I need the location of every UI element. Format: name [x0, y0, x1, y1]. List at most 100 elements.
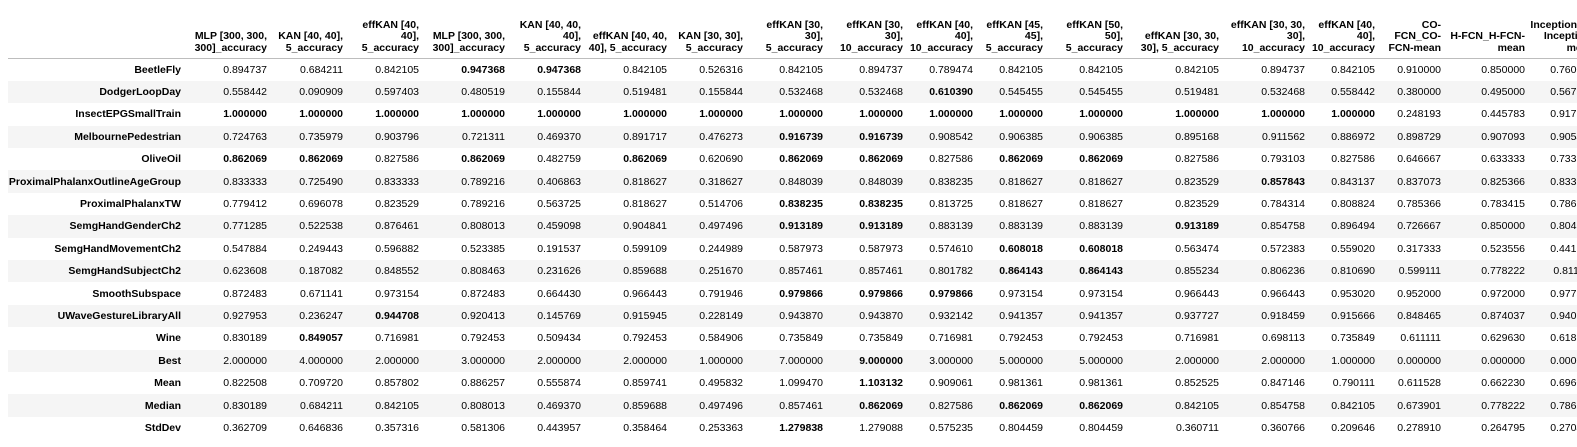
table-cell: 0.838235: [859, 198, 903, 211]
table-cell: 0.862069: [623, 153, 667, 166]
table-cell: 0.981361: [1079, 377, 1123, 390]
table-cell: 1.000000: [779, 108, 823, 121]
table-cell: 5.000000: [1079, 354, 1123, 367]
table-row: SemgHandMovementCh2 0.547884 0.249443 0.596…: [8, 238, 1577, 260]
table-cell: 0.760000: [1550, 63, 1577, 76]
table-cell: 0.623608: [223, 265, 267, 278]
table-cell: 0.822508: [223, 377, 267, 390]
table-cell: 0.804459: [1079, 421, 1123, 434]
table-cell: 0.913189: [779, 220, 823, 233]
table-cell: 0.894737: [1261, 63, 1305, 76]
row-label: InsectEPGSmallTrain: [75, 108, 181, 121]
table-cell: 0.979866: [929, 287, 973, 300]
table-cell: 0.771285: [223, 220, 267, 233]
table-cell: 0.940536: [1550, 309, 1577, 322]
table-cell: 0.792453: [461, 332, 505, 345]
table-cell: 0.862069: [779, 153, 823, 166]
table-cell: 0.913189: [859, 220, 903, 233]
table-cell: 0.966443: [1175, 287, 1219, 300]
table-cell: 0.155844: [699, 86, 743, 99]
table-cell: 0.696095: [1550, 377, 1577, 390]
table-row: InsectEPGSmallTrain 1.000000 1.000000 1.000…: [8, 103, 1577, 125]
table-cell: 0.664430: [537, 287, 581, 300]
table-cell: 0.862069: [999, 153, 1043, 166]
table-cell: 0.842105: [1331, 399, 1375, 412]
table-cell: 0.823529: [1175, 198, 1219, 211]
table-cell: 2.000000: [1261, 354, 1305, 367]
table-cell: 0.698113: [1261, 332, 1305, 345]
table-cell: 0.555874: [537, 377, 581, 390]
table-cell: 0.808824: [1331, 198, 1375, 211]
row-label: SemgHandSubjectCh2: [68, 265, 181, 278]
column-header: effKAN [50, 50], 5_accuracy: [1047, 2, 1127, 59]
table-cell: 0.545455: [1079, 86, 1123, 99]
table-cell: 0.264795: [1481, 421, 1525, 434]
table-cell: 0.864143: [1079, 265, 1123, 278]
table-cell: 1.000000: [1331, 108, 1375, 121]
table-cell: 1.000000: [223, 108, 267, 121]
table-cell: 0.842105: [375, 399, 419, 412]
table-cell: 0.913189: [1175, 220, 1219, 233]
table-cell: 0.830189: [223, 332, 267, 345]
table-cell: 0.842105: [1079, 63, 1123, 76]
table-cell: 0.509434: [537, 332, 581, 345]
table-cell: 0.559020: [1331, 242, 1375, 255]
table-cell: 0.895168: [1175, 130, 1219, 143]
row-label: Best: [158, 354, 181, 367]
table-cell: 0.906385: [1079, 130, 1123, 143]
table-cell: 0.735849: [859, 332, 903, 345]
table-cell: 0.833333: [223, 175, 267, 188]
table-cell: 0.584906: [699, 332, 743, 345]
table-cell: 0.943870: [859, 309, 903, 322]
table-cell: 0.558442: [1331, 86, 1375, 99]
table-cell: 0.813725: [929, 198, 973, 211]
column-header: KAN [40, 40], 5_accuracy: [271, 2, 347, 59]
table-cell: 0.850000: [1481, 63, 1525, 76]
table-cell: 0.818627: [999, 198, 1043, 211]
table-cell: 0.620690: [699, 153, 743, 166]
table-cell: 0.977333: [1550, 287, 1577, 300]
table-cell: 0.646836: [299, 421, 343, 434]
table-row: SemgHandGenderCh2 0.771285 0.522538 0.87646…: [8, 215, 1577, 238]
table-cell: 0.862069: [1079, 399, 1123, 412]
table-cell: 1.000000: [859, 108, 903, 121]
table-cell: 0.786341: [1550, 198, 1577, 211]
table-cell: 1.000000: [1261, 108, 1305, 121]
table-cell: 0.862069: [859, 153, 903, 166]
table-cell: 0.904841: [623, 220, 667, 233]
table-cell: 0.778222: [1481, 399, 1525, 412]
column-header: effKAN [30, 30], 10_accuracy: [827, 2, 907, 59]
table-cell: 0.735979: [299, 130, 343, 143]
table-cell: 0.779412: [223, 198, 267, 211]
table-cell: 0.979866: [859, 287, 903, 300]
table-cell: 0.608018: [1079, 242, 1123, 255]
column-header: effKAN [30, 30], 5_accuracy: [747, 2, 827, 59]
table-cell: 0.532468: [859, 86, 903, 99]
table-cell: 0.872483: [223, 287, 267, 300]
table-cell: 0.972000: [1481, 287, 1525, 300]
table-cell: 3.000000: [929, 354, 973, 367]
table-row: OliveOil 0.862069 0.862069 0.827586 0.862069…: [8, 148, 1577, 170]
table-cell: 0.618519: [1550, 332, 1577, 345]
table-cell: 0.514706: [699, 198, 743, 211]
table-cell: 0.599109: [623, 242, 667, 255]
table-cell: 0.270498: [1550, 421, 1577, 434]
column-header: effKAN [40, 40], 10_accuracy: [1309, 2, 1379, 59]
table-cell: 0.910000: [1397, 63, 1441, 76]
table-row: DodgerLoopDay 0.558442 0.090909 0.597403 0.4…: [8, 80, 1577, 104]
table-cell: 0.735849: [1331, 332, 1375, 345]
row-label: ProximalPhalanxOutlineAgeGroup: [8, 175, 181, 188]
table-cell: 0.789474: [929, 63, 973, 76]
table-cell: 0.696078: [299, 198, 343, 211]
table-cell: 0.848552: [375, 265, 419, 278]
table-cell: 0.519481: [623, 86, 667, 99]
column-header: effKAN [30, 30, 30], 5_accuracy: [1127, 2, 1223, 59]
table-cell: 0.907093: [1481, 130, 1525, 143]
table-cell: 0.191537: [537, 242, 581, 255]
table-cell: 0.469370: [537, 399, 581, 412]
table-cell: 0.574610: [929, 242, 973, 255]
row-label: SmoothSubspace: [92, 287, 181, 300]
table-cell: 0.716981: [1175, 332, 1219, 345]
table-cell: 0.804333: [1550, 220, 1577, 233]
table-cell: 0.253363: [699, 421, 743, 434]
